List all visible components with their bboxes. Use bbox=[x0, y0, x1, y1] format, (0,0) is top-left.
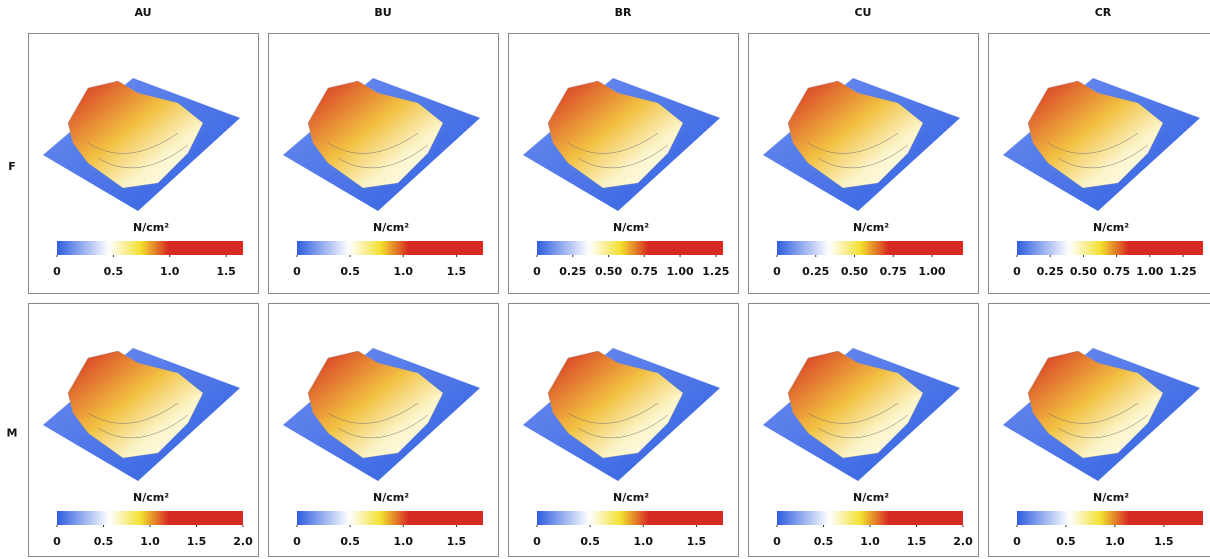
colorbar-tick-label: 0 bbox=[53, 265, 61, 278]
colorbar-tick-label: 1.5 bbox=[447, 535, 467, 548]
colorbar-tick-label: 0 bbox=[533, 535, 541, 548]
unit-label: N/cm² bbox=[1093, 491, 1129, 504]
colorbar-tick-label: 0 bbox=[773, 535, 781, 548]
colorbar-tick-label: 0.5 bbox=[104, 265, 124, 278]
colorbar-tick-label: 0.25 bbox=[559, 265, 586, 278]
colorbar-tick-label: 0.5 bbox=[340, 535, 360, 548]
colorbar-tick-label: 1.5 bbox=[447, 265, 467, 278]
unit-label: N/cm² bbox=[133, 491, 169, 504]
colorbar bbox=[777, 241, 963, 255]
colorbar-tick-label: 0 bbox=[53, 535, 61, 548]
colorbar-tick-label: 2.0 bbox=[233, 535, 253, 548]
colorbar-tick-label: 0 bbox=[1013, 265, 1021, 278]
colorbar-tick-label: 1.0 bbox=[1105, 535, 1125, 548]
colorbar-tick-label: 1.0 bbox=[160, 265, 180, 278]
colorbar bbox=[297, 241, 483, 255]
unit-label: N/cm² bbox=[373, 491, 409, 504]
colorbar-tick-label: 0.5 bbox=[340, 265, 360, 278]
colorbar bbox=[57, 241, 243, 255]
colorbar bbox=[537, 241, 723, 255]
colorbar-tick-label: 0 bbox=[773, 265, 781, 278]
colorbar-tick-label: 1.0 bbox=[860, 535, 880, 548]
colorbar-tick-label: 1.25 bbox=[1170, 265, 1197, 278]
colorbar-tick-label: 0 bbox=[533, 265, 541, 278]
colorbar-tick-label: 0.5 bbox=[814, 535, 834, 548]
colorbar-tick-label: 0 bbox=[293, 265, 301, 278]
colorbar bbox=[57, 511, 243, 525]
colorbar-tick-label: 0 bbox=[293, 535, 301, 548]
colorbar-tick-label: 1.0 bbox=[634, 535, 654, 548]
colorbar-tick-label: 0.5 bbox=[580, 535, 600, 548]
figure: AU BU BR CU CR F N/cm² 0 0.5 1.0 1.5 N/cm² 0 0.5 1.0 1.… bbox=[0, 0, 1210, 559]
unit-label: N/cm² bbox=[133, 221, 169, 234]
colorbar-tick-label: 1.5 bbox=[1154, 535, 1174, 548]
colorbar-tick-label: 1.25 bbox=[702, 265, 729, 278]
column-label: BR bbox=[615, 6, 632, 19]
row-label: M bbox=[7, 427, 18, 440]
colorbar-tick-label: 0.5 bbox=[1056, 535, 1076, 548]
colorbar-tick-label: 1.00 bbox=[918, 265, 945, 278]
colorbar-tick-label: 0.5 bbox=[94, 535, 114, 548]
column-label: CR bbox=[1095, 6, 1112, 19]
colorbar-tick-label: 0.75 bbox=[880, 265, 907, 278]
colorbar-tick-label: 0.25 bbox=[1037, 265, 1064, 278]
colorbar-tick-label: 1.0 bbox=[394, 535, 414, 548]
colorbar-tick-label: 1.00 bbox=[667, 265, 694, 278]
unit-label: N/cm² bbox=[853, 221, 889, 234]
colorbar-tick-label: 1.5 bbox=[187, 535, 207, 548]
colorbar-tick-label: 1.5 bbox=[687, 535, 707, 548]
unit-label: N/cm² bbox=[1093, 221, 1129, 234]
colorbar-tick-label: 1.0 bbox=[394, 265, 414, 278]
column-label: CU bbox=[854, 6, 871, 19]
colorbar-tick-label: 0 bbox=[1013, 535, 1021, 548]
column-label: BU bbox=[374, 6, 391, 19]
unit-label: N/cm² bbox=[613, 491, 649, 504]
colorbar bbox=[1017, 511, 1203, 525]
colorbar-tick-label: 0.75 bbox=[1103, 265, 1130, 278]
colorbar bbox=[537, 511, 723, 525]
colorbar bbox=[777, 511, 963, 525]
colorbar-tick-label: 0.50 bbox=[841, 265, 868, 278]
unit-label: N/cm² bbox=[853, 491, 889, 504]
colorbar-tick-label: 1.5 bbox=[907, 535, 927, 548]
colorbar bbox=[297, 511, 483, 525]
colorbar-tick-label: 2.0 bbox=[953, 535, 973, 548]
colorbar-tick-label: 1.00 bbox=[1136, 265, 1163, 278]
colorbar-tick-label: 0.25 bbox=[802, 265, 829, 278]
colorbar bbox=[1017, 241, 1203, 255]
colorbar-tick-label: 1.0 bbox=[140, 535, 160, 548]
column-label: AU bbox=[134, 6, 151, 19]
row-label: F bbox=[8, 160, 16, 173]
colorbar-tick-label: 0.75 bbox=[631, 265, 658, 278]
unit-label: N/cm² bbox=[373, 221, 409, 234]
colorbar-tick-label: 1.5 bbox=[216, 265, 236, 278]
colorbar-tick-label: 0.50 bbox=[1070, 265, 1097, 278]
unit-label: N/cm² bbox=[613, 221, 649, 234]
colorbar-tick-label: 0.50 bbox=[595, 265, 622, 278]
